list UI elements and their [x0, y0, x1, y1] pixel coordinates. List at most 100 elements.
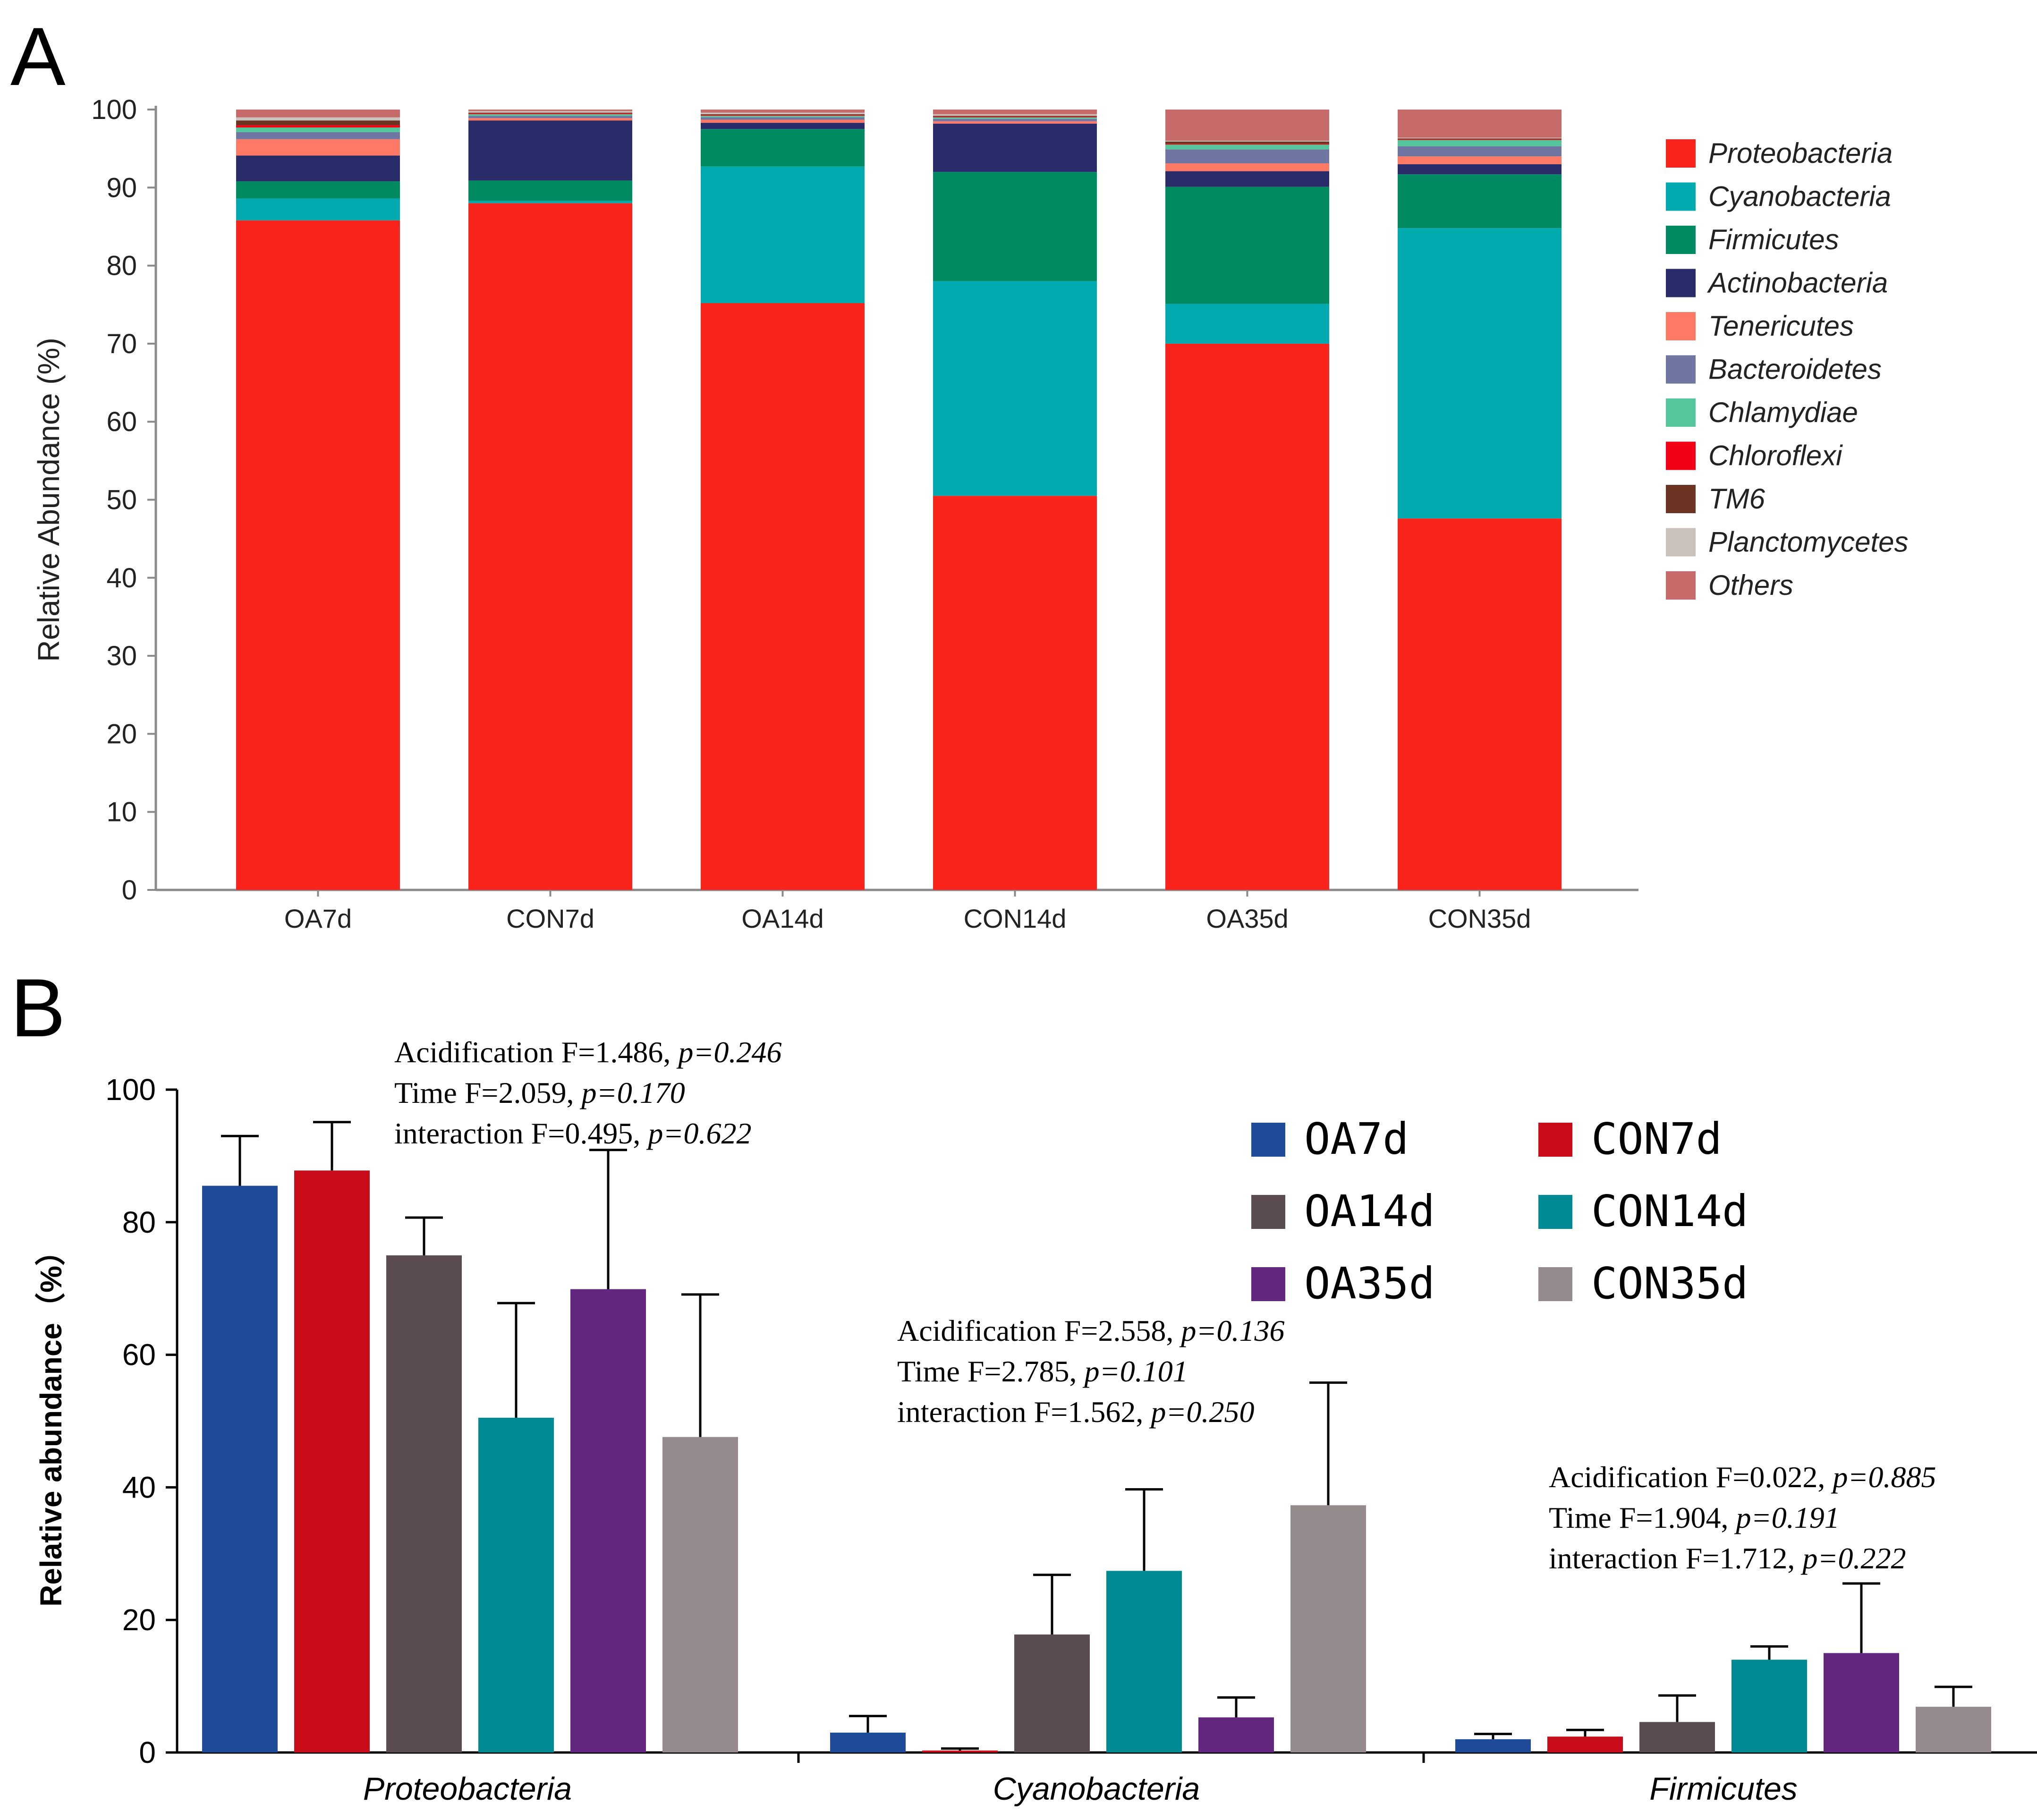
- legend-swatch-others: [1666, 571, 1696, 600]
- annotation-stat: Time F=2.785,: [897, 1354, 1085, 1388]
- bar-firmicutes-oa7d: [1455, 1739, 1531, 1752]
- bar-con7d-proteobacteria: [468, 203, 632, 890]
- bar-oa35d-cyanobacteria: [1165, 304, 1329, 344]
- panel-a-y-tick-label: 0: [122, 875, 137, 906]
- bar-con14d-bacteroidetes: [933, 119, 1097, 121]
- bar-oa7d-chloroflexi: [236, 125, 400, 128]
- bar-oa7d-tenericutes: [236, 139, 400, 156]
- bar-firmicutes-con7d: [1547, 1736, 1623, 1752]
- legend-swatch-oa35d: [1251, 1267, 1285, 1301]
- annotation-p-value: p=0.136: [1179, 1314, 1284, 1347]
- annotation-stat: Time F=2.059,: [394, 1076, 582, 1109]
- panel-b-y-tick-label: 0: [139, 1735, 156, 1769]
- bar-con35d-others: [1398, 110, 1562, 138]
- legend-label-actinobacteria: Actinobacteria: [1707, 267, 1888, 299]
- bar-proteobacteria-oa7d: [202, 1185, 278, 1752]
- annotation-firmicutes-line-1: Acidification F=0.022, p=0.885: [1549, 1460, 1936, 1494]
- bar-oa14d-chlamydiae: [701, 116, 865, 118]
- bar-oa14d-chloroflexi: [701, 115, 865, 116]
- bar-con35d-proteobacteria: [1398, 518, 1562, 890]
- bar-oa7d-firmicutes: [236, 181, 400, 199]
- panel-a-chart: 0 10 20 30 40 50 60 70 80 90 100 OA7d CON7d OA14d CON1…: [32, 94, 1909, 933]
- bar-oa35d-chloroflexi: [1165, 144, 1329, 145]
- panel-b-chart: 0 20 40 60 80 100 Proteobacteria Cyanobacteria F…: [34, 1035, 2037, 1807]
- bar-oa14d-cyanobacteria: [701, 166, 865, 303]
- bar-con35d-tm6: [1398, 138, 1562, 139]
- bar-oa7d-cyanobacteria: [236, 198, 400, 220]
- annotation-p-value: p=0.101: [1083, 1354, 1188, 1388]
- bar-con7d-planctomycetes: [468, 111, 632, 113]
- annotation-p-value: p=0.170: [580, 1076, 685, 1109]
- bar-con7d-others: [468, 110, 632, 111]
- bar-con35d-chlamydiae: [1398, 140, 1562, 146]
- annotation-stat: Acidification F=0.022,: [1549, 1460, 1833, 1494]
- annotation-cyanobacteria-line-2: Time F=2.785, p=0.101: [897, 1354, 1188, 1388]
- bar-oa7d-tm6: [236, 120, 400, 126]
- panel-a-y-axis-title: Relative Abundance (%): [32, 338, 66, 662]
- bar-oa35d-tenericutes: [1165, 163, 1329, 171]
- panel-b-y-tick-label: 60: [122, 1338, 156, 1372]
- legend-swatch-con35d: [1538, 1267, 1572, 1301]
- bar-oa7d-actinobacteria: [236, 155, 400, 182]
- panel-a-x-tick-label: CON35d: [1428, 904, 1531, 933]
- bar-con7d-bacteroidetes: [468, 116, 632, 119]
- annotation-stat: Acidification F=2.558,: [897, 1314, 1181, 1347]
- bar-oa35d-tm6: [1165, 141, 1329, 144]
- legend-swatch-tm6: [1666, 485, 1696, 513]
- bar-con14d-chlamydiae: [933, 117, 1097, 119]
- annotation-p-value: p=0.622: [646, 1117, 751, 1150]
- bar-oa7d-proteobacteria: [236, 220, 400, 890]
- legend-label-tm6: TM6: [1708, 483, 1765, 515]
- panel-b-category-label-firmicutes: Firmicutes: [1649, 1771, 1798, 1807]
- panel-a-x-tick-label: CON14d: [964, 904, 1067, 933]
- panel-a-x-tick-label: CON7d: [506, 904, 594, 933]
- legend-label-oa7d: OA7d: [1304, 1114, 1409, 1164]
- annotation-stat: interaction F=1.562,: [897, 1395, 1151, 1429]
- bar-con7d-chlamydiae: [468, 114, 632, 116]
- legend-swatch-planctomycetes: [1666, 528, 1696, 557]
- legend-label-others: Others: [1708, 569, 1793, 601]
- panel-a-y-tick-label: 20: [106, 719, 137, 749]
- bar-proteobacteria-con7d: [294, 1170, 370, 1752]
- legend-label-con14d: CON14d: [1591, 1186, 1748, 1236]
- panel-a-y-tick-label: 30: [106, 641, 137, 671]
- legend-label-proteobacteria: Proteobacteria: [1708, 137, 1893, 169]
- bar-con7d-tm6: [468, 112, 632, 114]
- panel-a-letter: A: [10, 11, 66, 103]
- legend-label-oa35d: OA35d: [1304, 1258, 1435, 1309]
- panel-a-x-tick-label: OA35d: [1206, 904, 1288, 933]
- legend-swatch-oa7d: [1251, 1123, 1285, 1157]
- bar-oa35d-chlamydiae: [1165, 144, 1329, 150]
- bar-cyanobacteria-con14d: [1106, 1571, 1182, 1752]
- bar-cyanobacteria-oa35d: [1198, 1717, 1274, 1752]
- bar-firmicutes-con35d: [1916, 1707, 1991, 1752]
- panel-b-y-axis-title: Relative abundance（%）: [34, 1236, 68, 1607]
- panel-b-y-tick-label: 20: [122, 1603, 156, 1637]
- bar-firmicutes-oa14d: [1639, 1722, 1715, 1752]
- legend-swatch-cyanobacteria: [1666, 182, 1696, 211]
- bar-proteobacteria-con35d: [662, 1437, 738, 1752]
- bar-oa35d-others: [1165, 110, 1329, 141]
- annotation-proteobacteria-line-2: Time F=2.059, p=0.170: [394, 1076, 685, 1109]
- panel-a-y-tick-label: 100: [91, 94, 137, 125]
- panel-b-y-tick-label: 100: [105, 1073, 156, 1107]
- annotation-cyanobacteria-line-3: interaction F=1.562, p=0.250: [897, 1395, 1255, 1429]
- bar-oa7d-others: [236, 110, 400, 118]
- legend-swatch-actinobacteria: [1666, 269, 1696, 297]
- panel-b-letter: B: [10, 962, 66, 1054]
- annotation-p-value: p=0.250: [1149, 1395, 1254, 1429]
- bar-oa35d-firmicutes: [1165, 186, 1329, 304]
- bar-con7d-cyanobacteria: [468, 201, 632, 203]
- annotation-p-value: p=0.222: [1800, 1541, 1906, 1575]
- bar-proteobacteria-oa35d: [570, 1289, 646, 1752]
- bar-oa14d-tenericutes: [701, 119, 865, 123]
- bar-oa14d-proteobacteria: [701, 303, 865, 890]
- annotation-p-value: p=0.885: [1831, 1460, 1936, 1494]
- panel-a: A 0 10 20 30 40 50 60 70 80 90 100 OA7d CON7d OA14d CO…: [10, 11, 1909, 933]
- bar-con35d-actinobacteria: [1398, 164, 1562, 175]
- legend-label-oa14d: OA14d: [1304, 1186, 1435, 1236]
- bar-con35d-planctomycetes: [1398, 137, 1562, 139]
- legend-swatch-chloroflexi: [1666, 441, 1696, 470]
- legend-swatch-proteobacteria: [1666, 139, 1696, 168]
- bar-con14d-tm6: [933, 116, 1097, 117]
